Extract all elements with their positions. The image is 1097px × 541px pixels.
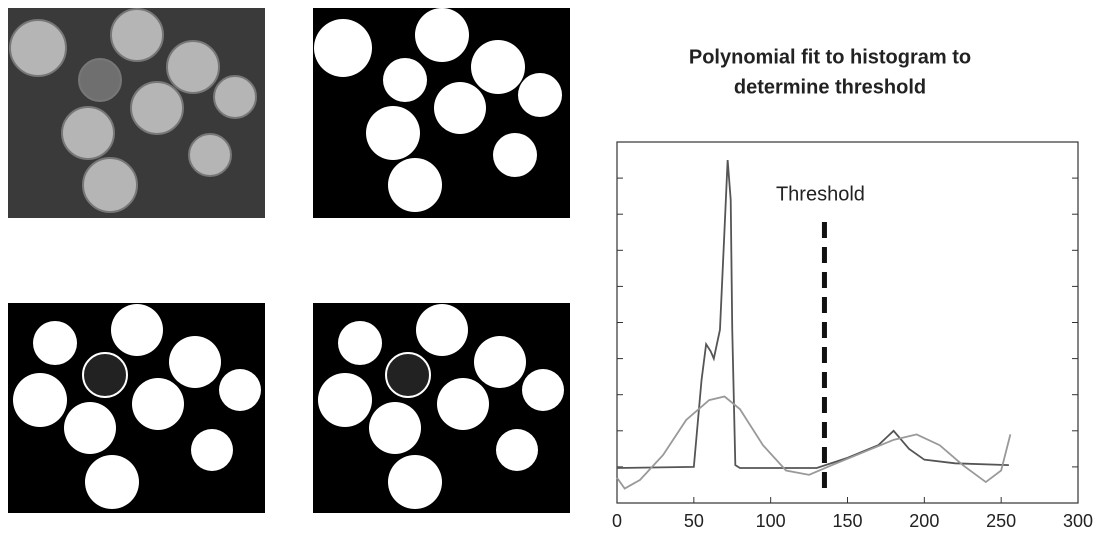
binary-image bbox=[313, 303, 570, 513]
annotation: Threshold bbox=[776, 183, 865, 205]
x-tick-label: 300 bbox=[1063, 511, 1093, 531]
x-tick-label: 250 bbox=[986, 511, 1016, 531]
coins-photo bbox=[8, 8, 265, 218]
series-line bbox=[616, 395, 1012, 490]
x-tick-label: 100 bbox=[756, 511, 786, 531]
x-tick-label: 0 bbox=[612, 511, 622, 531]
binary-image bbox=[313, 8, 570, 218]
series-line bbox=[616, 159, 1009, 469]
chart-title: determine threshold bbox=[734, 76, 926, 98]
x-tick-label: 150 bbox=[832, 511, 862, 531]
chart-title: Polynomial fit to histogram to bbox=[689, 46, 971, 68]
x-tick-label: 50 bbox=[684, 511, 704, 531]
binary-image bbox=[8, 303, 265, 513]
x-tick-label: 200 bbox=[909, 511, 939, 531]
